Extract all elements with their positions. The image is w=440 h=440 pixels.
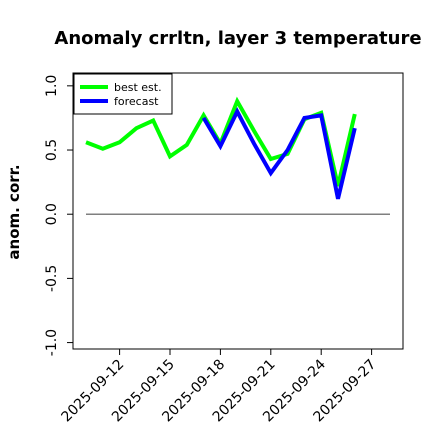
y-tick-label: -0.5 bbox=[44, 265, 60, 292]
legend-box bbox=[73, 73, 173, 115]
y-tick-label: 0.5 bbox=[44, 139, 60, 161]
legend-label-forecast: forecast bbox=[114, 95, 159, 108]
y-tick-label: 0.0 bbox=[44, 203, 60, 225]
legend: best est. forecast bbox=[73, 73, 173, 115]
y-axis-label: anom. corr. bbox=[5, 164, 23, 259]
y-tick-label: 1.0 bbox=[44, 75, 60, 97]
plot-area bbox=[72, 72, 404, 350]
chart-title: Anomaly crrltn, layer 3 temperature bbox=[54, 28, 421, 49]
x-axis: 2025-09-122025-09-152025-09-182025-09-21… bbox=[59, 349, 379, 425]
series-layer bbox=[85, 96, 357, 200]
series-line-forecast bbox=[201, 107, 357, 200]
legend-label-best-est: best est. bbox=[114, 81, 162, 94]
y-axis: 1.0 0.5 0.0 -0.5 -1.0 bbox=[44, 75, 73, 356]
y-tick-label: -1.0 bbox=[44, 329, 60, 356]
